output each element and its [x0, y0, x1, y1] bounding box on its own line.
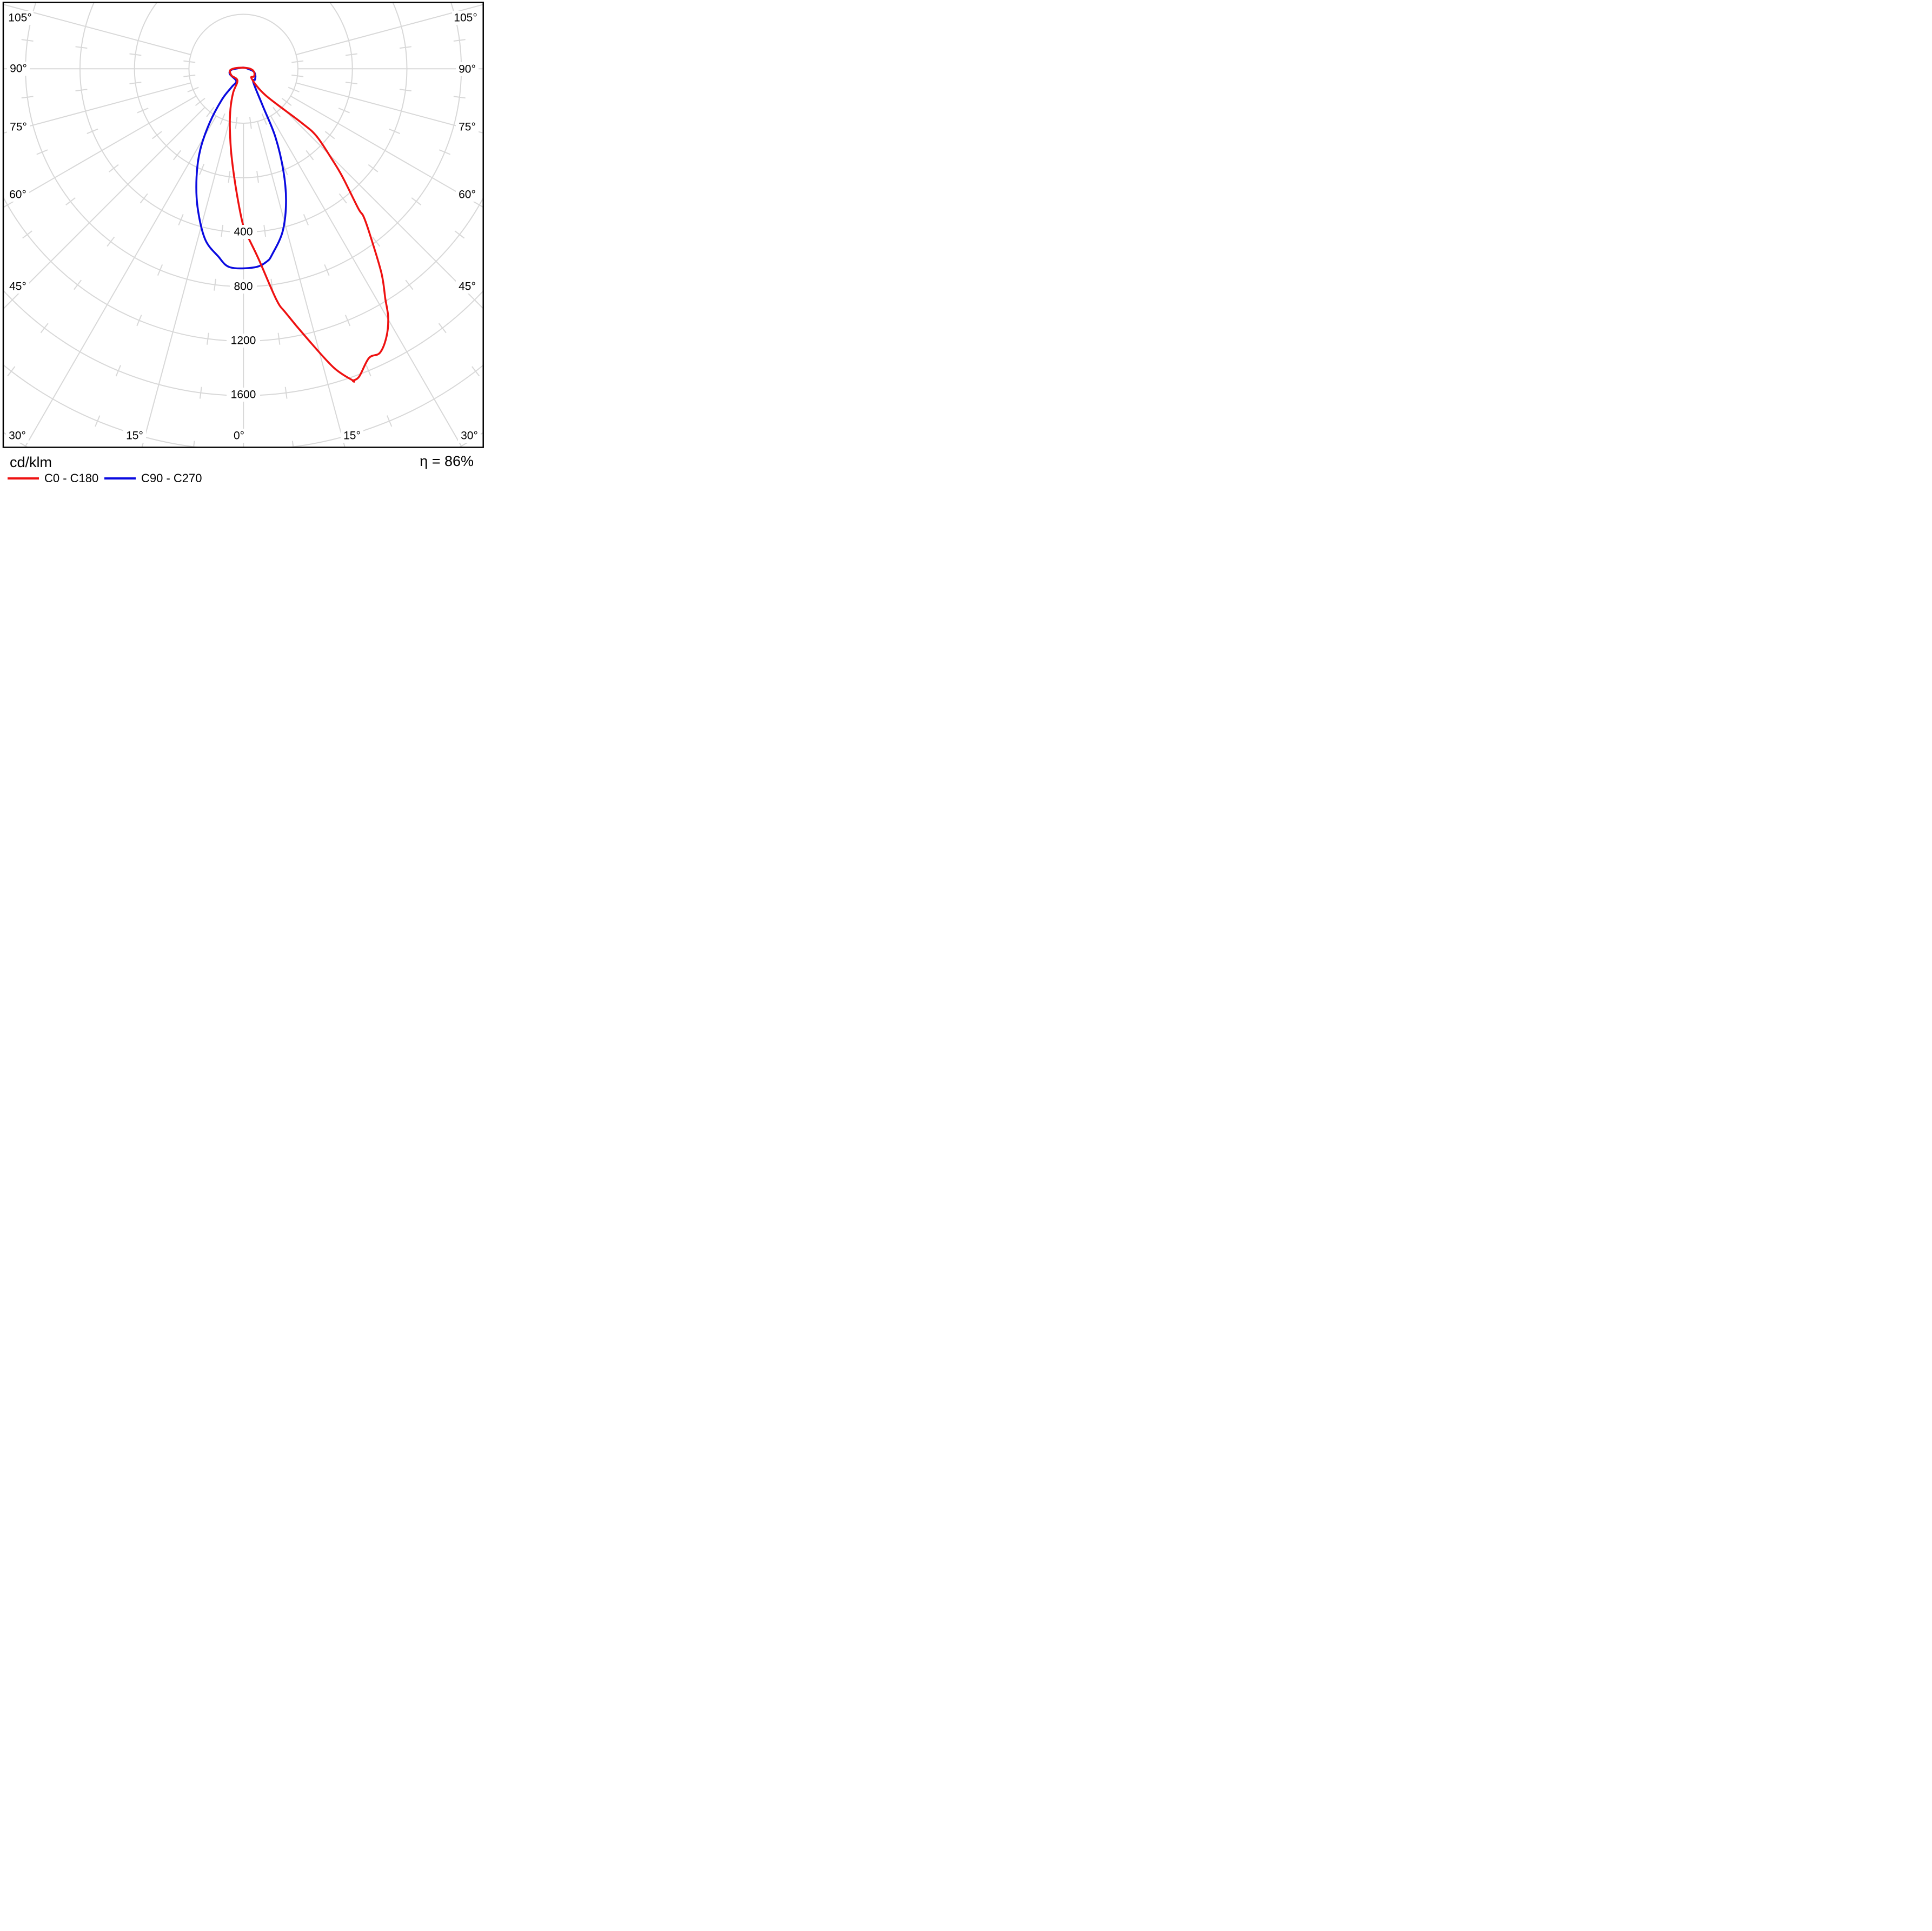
legend-label-c0-c180: C0 - C180	[44, 471, 99, 485]
svg-text:75°: 75°	[459, 121, 476, 134]
svg-text:105°: 105°	[454, 12, 477, 24]
unit-label: cd/klm	[10, 454, 52, 470]
legend-item-c90-c270: C90 - C270	[104, 471, 202, 485]
svg-text:800: 800	[234, 281, 253, 293]
svg-text:75°: 75°	[10, 121, 27, 134]
svg-text:105°: 105°	[8, 12, 31, 24]
polar-chart: 105° 90° 75° 60° 45° 105° 90° 75° 60° 45° 30° 15° 0°…	[2, 2, 484, 448]
efficiency-label: η = 86%	[420, 453, 474, 469]
svg-text:30°: 30°	[461, 430, 478, 442]
legend-label-c90-c270: C90 - C270	[141, 471, 202, 485]
svg-text:15°: 15°	[343, 430, 361, 442]
svg-text:0°: 0°	[234, 430, 244, 442]
legend-swatch-red	[8, 477, 39, 480]
svg-text:15°: 15°	[126, 430, 143, 442]
svg-text:45°: 45°	[9, 281, 26, 293]
svg-text:1200: 1200	[231, 335, 256, 347]
svg-text:60°: 60°	[459, 189, 476, 201]
legend-swatch-blue	[104, 477, 136, 480]
svg-text:90°: 90°	[10, 63, 27, 75]
svg-text:90°: 90°	[459, 63, 476, 76]
svg-text:30°: 30°	[9, 430, 26, 442]
polar-diagram-page: 105° 90° 75° 60° 45° 105° 90° 75° 60° 45° 30° 15° 0°…	[0, 0, 487, 487]
svg-text:1600: 1600	[231, 389, 256, 401]
svg-text:60°: 60°	[9, 189, 26, 201]
legend-item-c0-c180: C0 - C180	[8, 471, 98, 485]
svg-text:45°: 45°	[459, 281, 476, 293]
svg-text:400: 400	[234, 226, 253, 238]
polar-chart-area: 105° 90° 75° 60° 45° 105° 90° 75° 60° 45° 30° 15° 0°…	[0, 0, 487, 487]
